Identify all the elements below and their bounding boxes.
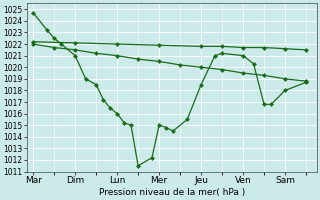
X-axis label: Pression niveau de la mer( hPa ): Pression niveau de la mer( hPa )	[99, 188, 245, 197]
